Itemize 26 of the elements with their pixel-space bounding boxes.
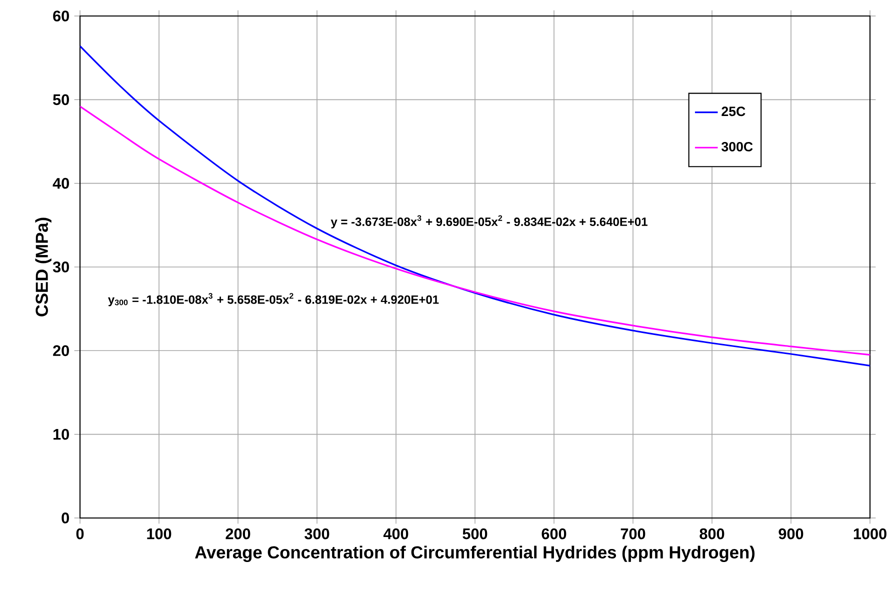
x-tick-label: 800 — [700, 528, 724, 540]
y-tick-label: 60 — [53, 10, 69, 22]
legend-label: 300C — [722, 142, 753, 152]
x-tick-label: 1000 — [854, 528, 886, 540]
annotation: y$_{300}$ = -1.810E-08x$^{3}$ + 5.658E-05x$^{2}$ - 6.819E-02x + 4.920E+01 — [108, 293, 439, 306]
y-tick-label: 30 — [52, 262, 69, 272]
x-tick-label: 0 — [76, 528, 84, 540]
x-tick-label: 500 — [462, 528, 488, 540]
annotation: y = -3.673E-08x$^{3}$ + 9.690E-05x$^{2}$ - 9.834E-02x + 5.640E+01 — [330, 215, 648, 228]
x-axis-title: Average Concentration of Circumferential Hydrides (ppm Hydrogen) — [195, 546, 755, 562]
y-tick-label: 50 — [53, 94, 69, 106]
y-tick-label: 40 — [52, 178, 69, 189]
x-tick-label: 700 — [620, 528, 646, 540]
y-axis-title: CSED (MPa) — [35, 218, 52, 316]
y-tick-label: 20 — [53, 345, 69, 356]
y-tick-label: 0 — [62, 512, 69, 524]
x-tick-label: 600 — [542, 528, 566, 540]
line-series — [80, 45, 870, 367]
x-tick-label: 900 — [778, 528, 804, 540]
line-series — [80, 106, 870, 356]
x-tick-label: 400 — [383, 528, 408, 540]
x-tick-label: 300 — [304, 528, 330, 540]
x-tick-label: 200 — [226, 528, 250, 540]
x-tick-label: 100 — [147, 528, 172, 540]
legend-label: 25C — [722, 106, 746, 116]
y-tick-label: 10 — [54, 428, 69, 440]
